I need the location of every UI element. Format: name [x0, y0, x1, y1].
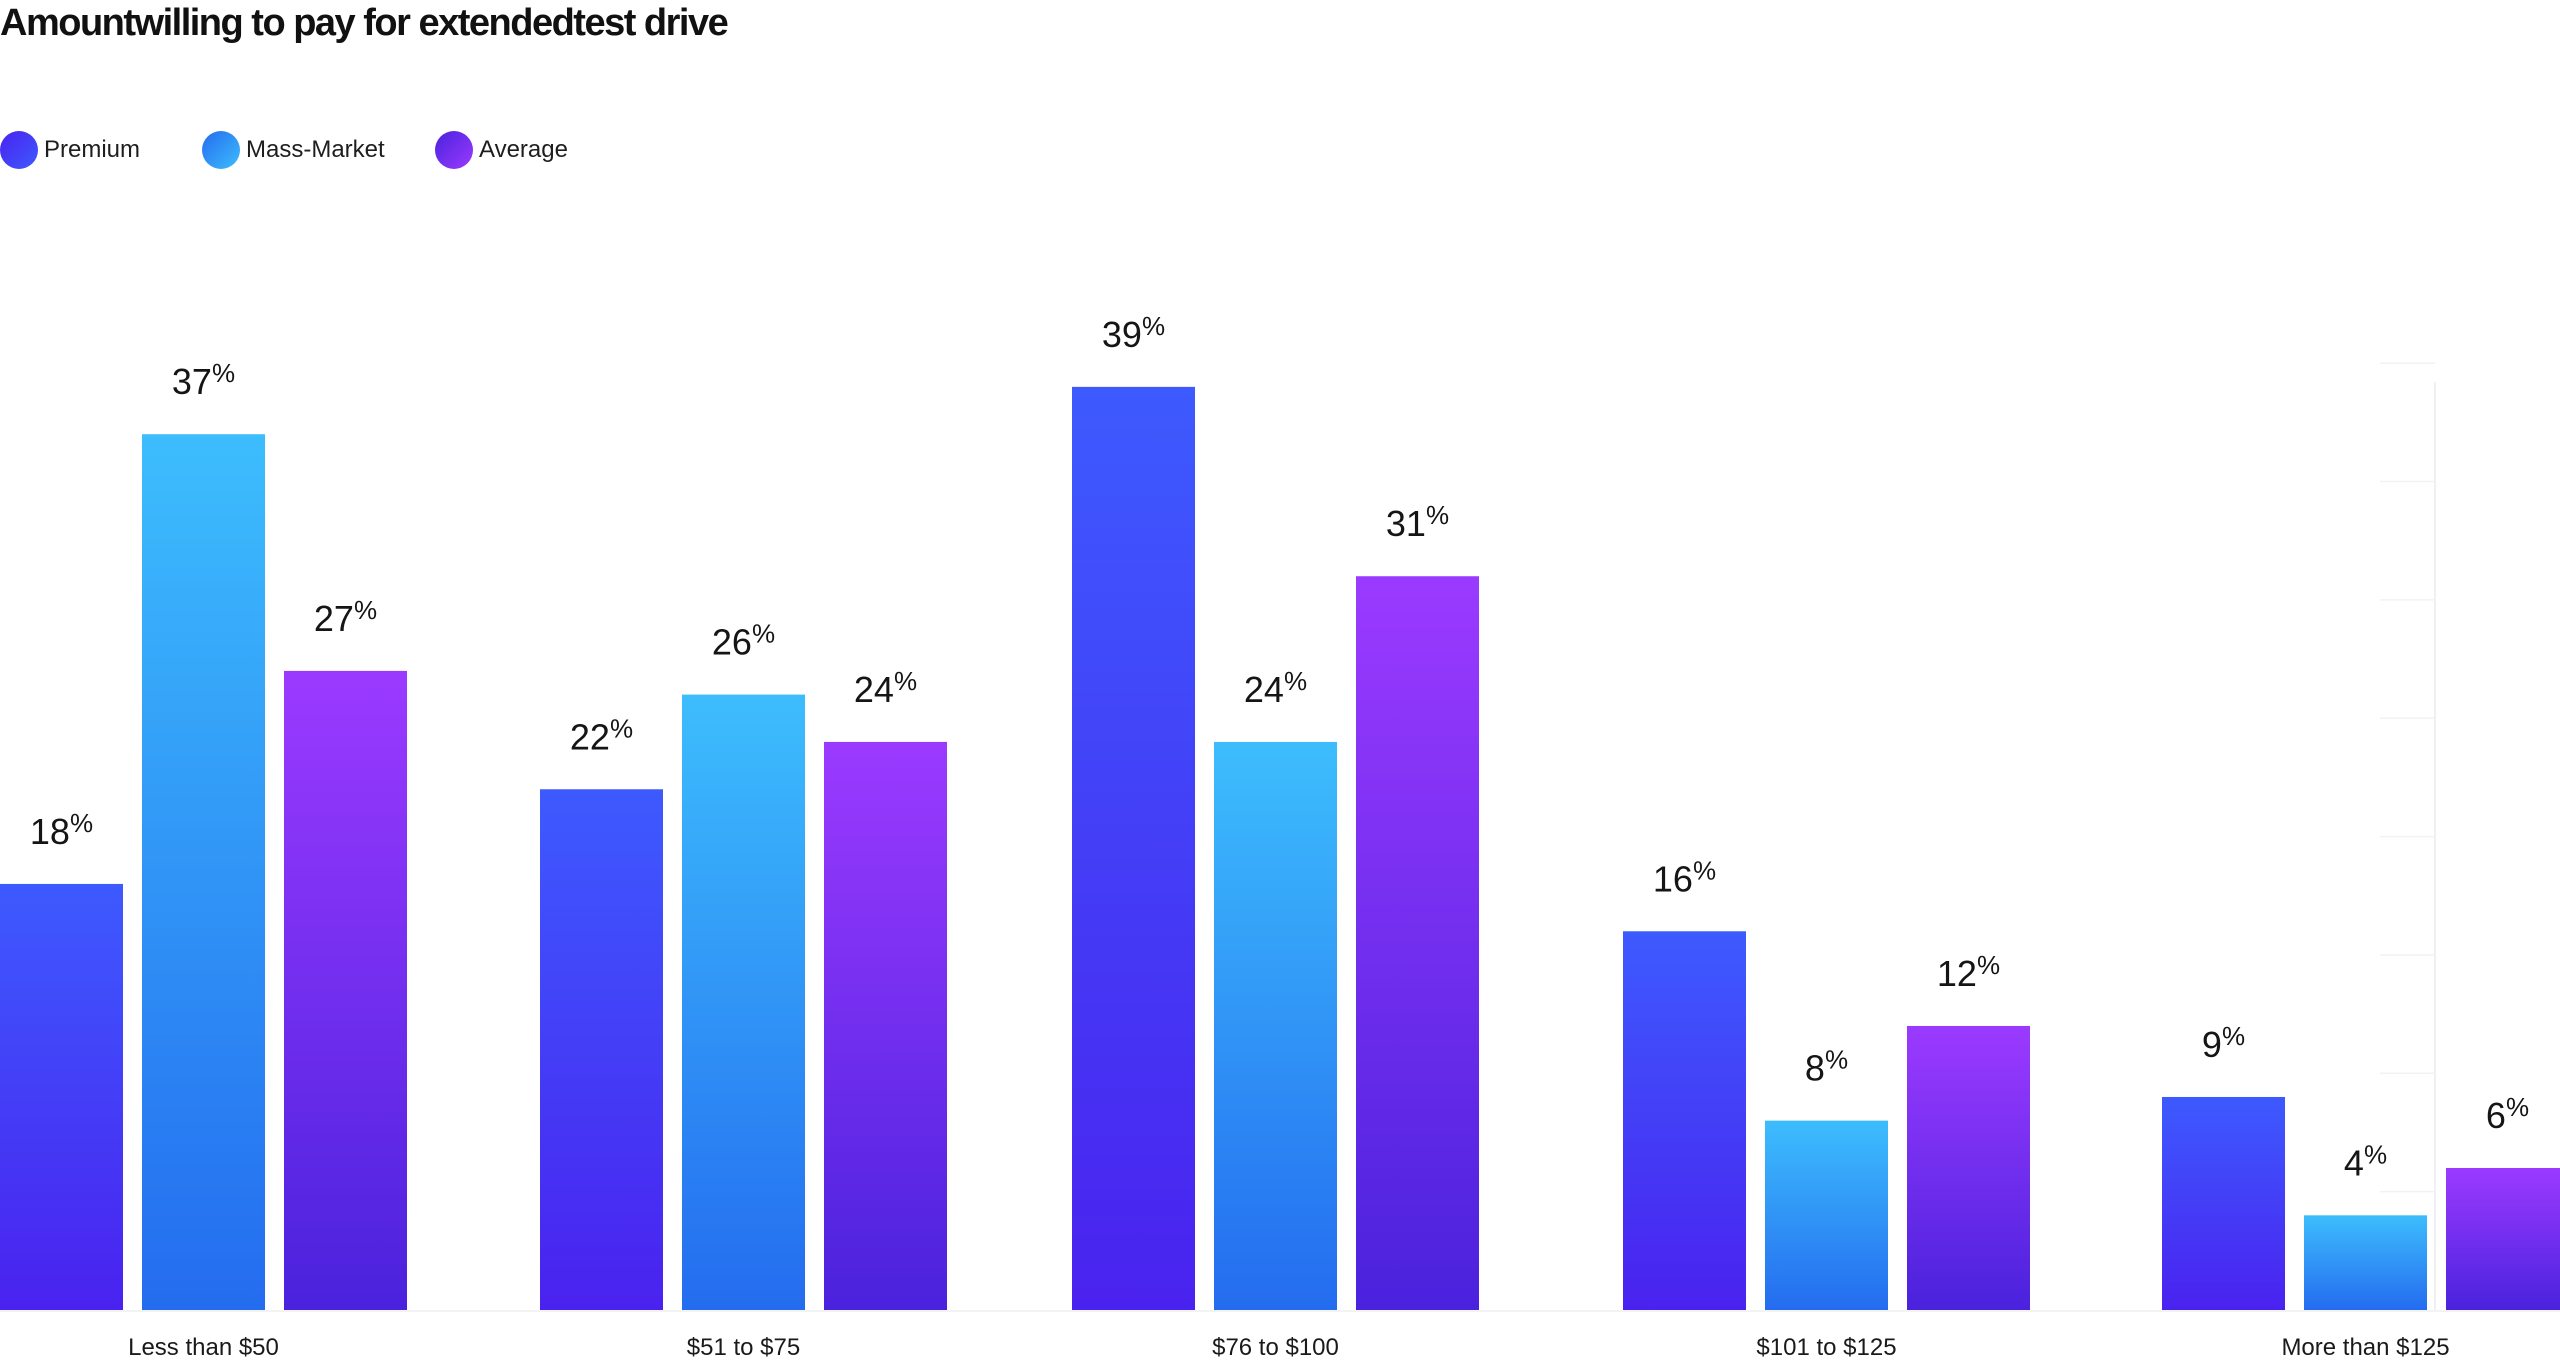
value-label-mass-market-less-than-50: 37%: [172, 358, 235, 402]
legend-swatch-premium: [0, 131, 38, 169]
bar-mass-market-101-to-125: [1765, 1120, 1888, 1310]
bar-mass-market-76-to-100: [1214, 741, 1337, 1310]
legend-swatch-average: [435, 131, 473, 169]
chart-category-labels: Less than $50 $51 to $75 $76 to $100 $101 t…: [128, 1334, 2449, 1361]
value-label-premium-51-to-75: 22%: [570, 713, 633, 757]
value-label-premium-76-to-100: 39%: [1102, 311, 1165, 355]
bar-average-51-to-75: [824, 741, 947, 1310]
bar-premium-more-than-125: [2162, 1096, 2285, 1310]
category-label-76-to-100: $76 to $100: [1212, 1334, 1339, 1361]
legend-item-premium: Premium: [0, 130, 140, 170]
bar-average-101-to-125: [1907, 1025, 2030, 1310]
bar-average-less-than-50: [284, 670, 407, 1310]
bar-mass-market-more-than-125: [2304, 1215, 2427, 1310]
chart-grid: [0, 362, 2560, 1312]
value-label-mass-market-more-than-125: 4%: [2344, 1139, 2387, 1183]
value-label-mass-market-51-to-75: 26%: [712, 619, 775, 663]
chart-bars: [0, 386, 2560, 1311]
value-label-average-less-than-50: 27%: [314, 595, 377, 639]
bar-average-76-to-100: [1356, 576, 1479, 1310]
bar-premium-76-to-100: [1072, 386, 1195, 1310]
category-label-51-to-75: $51 to $75: [687, 1334, 800, 1361]
legend-label-average: Average: [479, 136, 568, 163]
bar-premium-51-to-75: [540, 789, 663, 1310]
bar-mass-market-51-to-75: [682, 694, 805, 1310]
value-label-average-76-to-100: 31%: [1386, 500, 1449, 544]
bar-premium-101-to-125: [1623, 931, 1746, 1310]
value-label-average-more-than-125: 6%: [2486, 1092, 2529, 1136]
category-label-more-than-125: More than $125: [2281, 1334, 2449, 1361]
category-label-less-than-50: Less than $50: [128, 1334, 279, 1361]
bar-average-more-than-125: [2446, 1167, 2560, 1310]
value-label-mass-market-101-to-125: 8%: [1805, 1045, 1848, 1089]
value-label-premium-less-than-50: 18%: [30, 808, 93, 852]
chart-title: Amountwilling to pay for extendedtest dr…: [0, 2, 729, 44]
legend-swatch-mass-market: [202, 131, 240, 169]
legend-item-mass-market: Mass-Market: [202, 130, 385, 170]
chart-value-labels: 18% 37% 27% 22% 26% 24% 39% 24% 31% 16% 8% 12% 9% 4% 6…: [30, 311, 2529, 1183]
category-label-101-to-125: $101 to $125: [1756, 1334, 1896, 1361]
legend-label-premium: Premium: [44, 136, 141, 163]
legend-label-mass-market: Mass-Market: [246, 136, 385, 163]
value-label-average-101-to-125: 12%: [1937, 950, 2000, 994]
value-label-premium-more-than-125: 9%: [2202, 1021, 2245, 1065]
bar-mass-market-less-than-50: [142, 434, 265, 1311]
bar-premium-less-than-50: [0, 883, 123, 1310]
legend-item-average: Average: [435, 130, 568, 170]
value-label-average-51-to-75: 24%: [854, 666, 917, 710]
value-label-premium-101-to-125: 16%: [1653, 855, 1716, 899]
value-label-mass-market-76-to-100: 24%: [1244, 666, 1307, 710]
